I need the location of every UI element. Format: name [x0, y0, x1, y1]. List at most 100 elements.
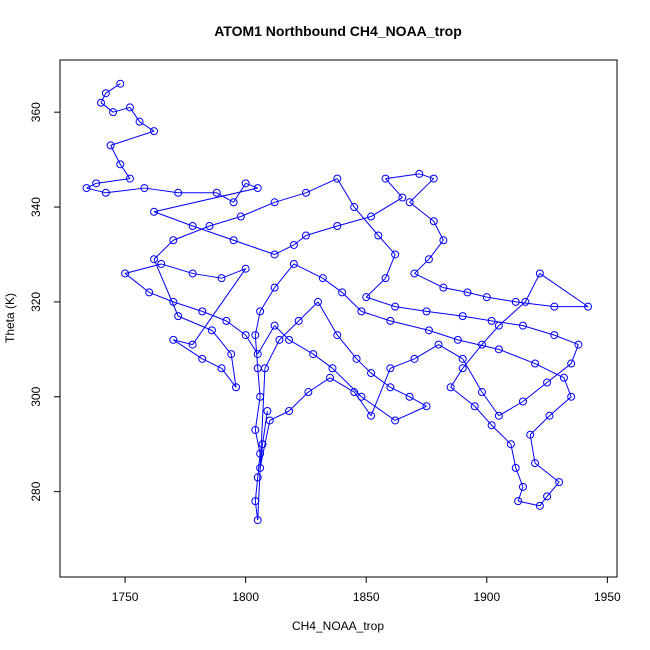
series-segment — [462, 315, 492, 322]
series-segment — [409, 396, 427, 407]
series-segment — [529, 434, 536, 464]
series-segment — [353, 206, 379, 236]
series-segment — [329, 377, 355, 393]
series-segment — [233, 239, 275, 255]
data-point — [314, 297, 323, 306]
data-point — [174, 312, 183, 321]
series-segment — [259, 420, 271, 469]
series-segment — [341, 292, 362, 312]
series-segment — [337, 216, 372, 227]
series-segment — [361, 396, 396, 421]
data-point — [256, 449, 265, 458]
data-point — [188, 269, 197, 278]
data-point — [367, 411, 376, 420]
data-point — [207, 326, 216, 335]
series-segment — [524, 273, 541, 303]
series-segment — [529, 415, 550, 436]
x-tick-label: 1950 — [594, 590, 621, 604]
y-tick-label: 360 — [29, 102, 43, 122]
data-point — [531, 459, 540, 468]
data-point — [381, 174, 390, 183]
y-tick-label: 300 — [29, 386, 43, 406]
data-point — [458, 364, 467, 373]
series-segment — [100, 102, 114, 113]
data-point — [584, 302, 593, 311]
series-segment — [414, 272, 444, 289]
data-point — [362, 293, 371, 302]
data-point — [241, 264, 250, 273]
data-point — [222, 316, 231, 325]
series-segment — [498, 301, 526, 326]
series-segment — [305, 178, 338, 194]
series-segment — [438, 344, 463, 360]
series-segment — [173, 339, 203, 360]
data-point — [265, 416, 274, 425]
data-point — [550, 331, 559, 340]
data-point — [318, 274, 327, 283]
data-point — [256, 392, 265, 401]
series-segment — [491, 320, 524, 327]
data-point — [275, 335, 284, 344]
data-point — [109, 108, 118, 117]
data-point — [304, 388, 313, 397]
series-segment — [546, 363, 572, 383]
series-segment — [481, 391, 500, 417]
data-point — [326, 373, 335, 382]
data-point — [101, 89, 110, 98]
series-segment — [153, 259, 179, 317]
data-point — [550, 302, 559, 311]
x-tick-label: 1850 — [353, 590, 380, 604]
data-point — [251, 425, 260, 434]
data-point — [526, 430, 535, 439]
data-point — [535, 269, 544, 278]
series-segment — [534, 363, 565, 379]
series-segment — [293, 235, 307, 246]
data-point — [227, 350, 236, 359]
data-point — [410, 354, 419, 363]
data-point — [256, 463, 265, 472]
series-segment — [462, 358, 483, 393]
data-point — [535, 501, 544, 510]
data-point — [106, 141, 115, 150]
data-point — [150, 207, 159, 216]
series-segment — [298, 301, 319, 322]
data-point — [494, 411, 503, 420]
data-point — [125, 174, 134, 183]
data-point — [531, 359, 540, 368]
series-segment — [274, 263, 295, 288]
series-segment — [554, 334, 579, 346]
data-point — [470, 402, 479, 411]
data-point — [140, 184, 149, 193]
series-segment — [546, 481, 560, 497]
data-point — [518, 482, 527, 491]
data-point — [424, 255, 433, 264]
series-segment — [173, 225, 210, 241]
data-point — [285, 406, 294, 415]
data-point — [309, 350, 318, 359]
x-tick-label: 1900 — [473, 590, 500, 604]
data-point — [398, 193, 407, 202]
plot-area — [82, 79, 593, 525]
x-tick-label: 1800 — [232, 590, 259, 604]
data-point — [289, 259, 298, 268]
series-segment — [498, 401, 524, 417]
data-point — [229, 236, 238, 245]
series-segment — [481, 325, 500, 345]
data-point — [270, 283, 279, 292]
data-point — [463, 288, 472, 297]
data-point — [350, 388, 359, 397]
data-point — [367, 212, 376, 221]
data-point — [150, 255, 159, 264]
data-point — [386, 383, 395, 392]
data-point — [367, 369, 376, 378]
data-point — [511, 297, 520, 306]
series-segment — [409, 201, 435, 222]
data-point — [545, 411, 554, 420]
data-point — [263, 406, 272, 415]
series-segment — [257, 368, 266, 521]
series-segment — [486, 296, 516, 303]
data-point — [135, 117, 144, 126]
data-point — [258, 440, 267, 449]
series-segment — [192, 272, 222, 279]
data-point — [453, 335, 462, 344]
